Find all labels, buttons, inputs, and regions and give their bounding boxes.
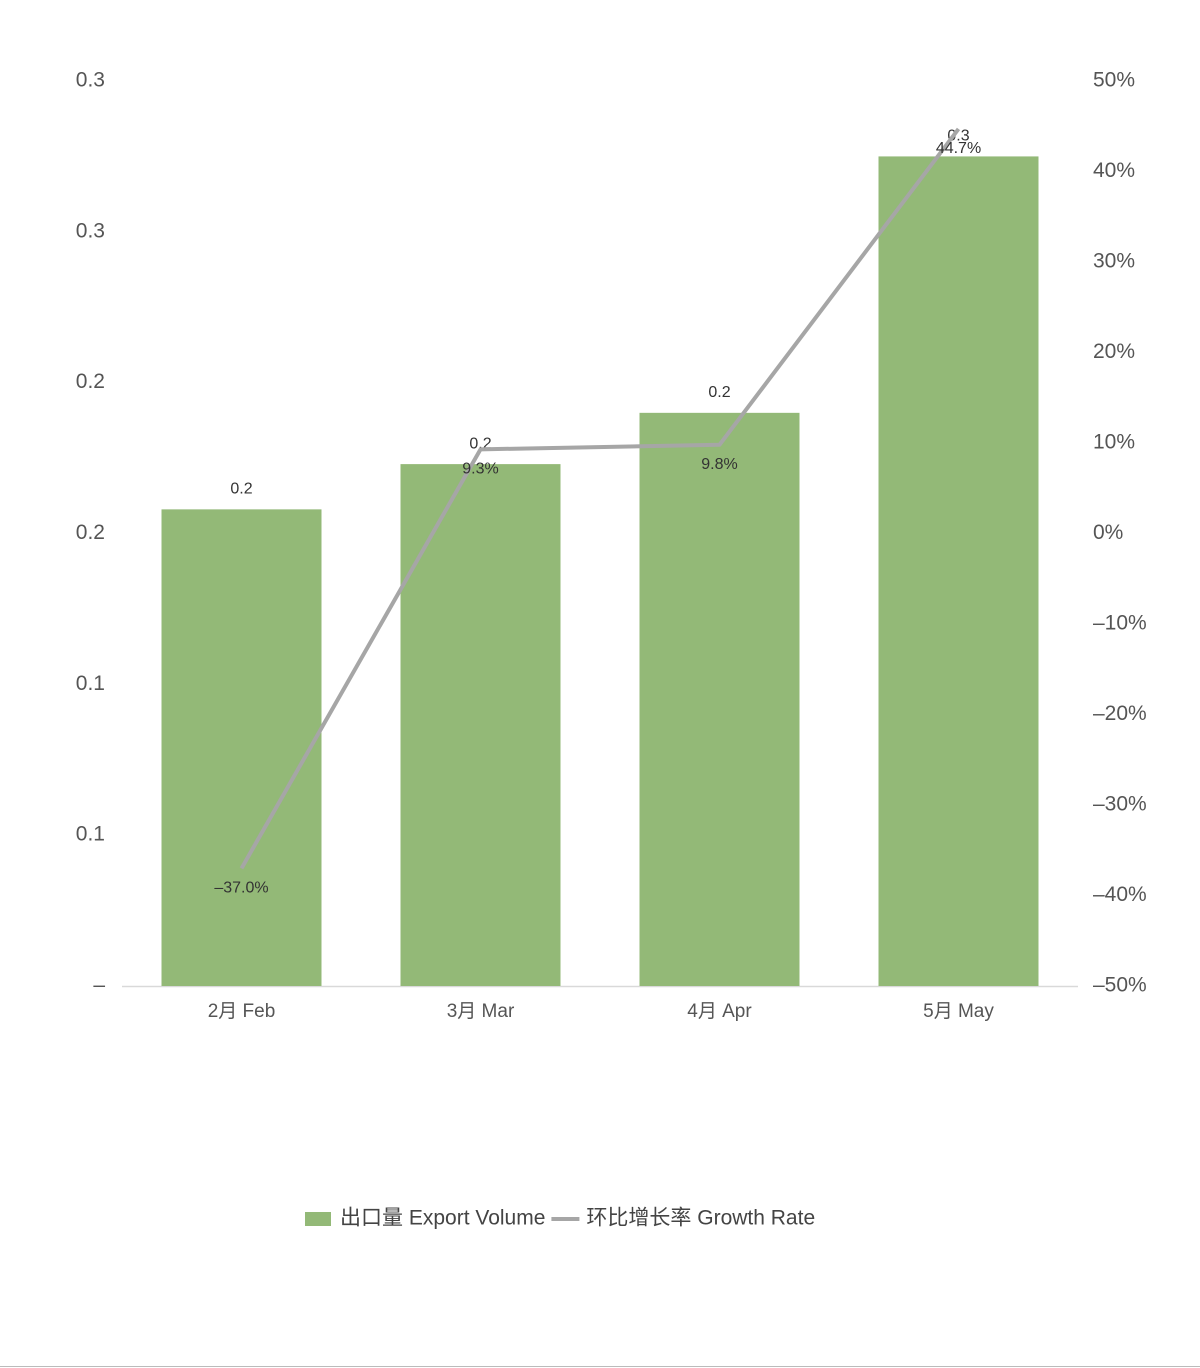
- x-tick-label: 5月 May: [923, 1001, 994, 1022]
- y-tick-label: 0.3: [76, 219, 105, 242]
- legend-swatch: [305, 1212, 331, 1226]
- x-tick-label: 4月 Apr: [687, 1001, 752, 1022]
- y2-tick-label: 20%: [1093, 340, 1135, 363]
- y-tick-label: 0.2: [76, 521, 105, 544]
- legend-label: 出口量 Export Volume: [340, 1207, 545, 1230]
- line-value-label: 9.3%: [462, 461, 498, 478]
- y2-tick-label: 10%: [1093, 431, 1135, 454]
- bar-value-label: 0.2: [230, 481, 252, 498]
- y-tick-label: 0.3: [76, 69, 105, 92]
- y-tick-label: 0.1: [76, 672, 105, 695]
- y2-tick-label: 40%: [1093, 159, 1135, 182]
- y2-tick-label: –40%: [1093, 883, 1147, 906]
- y2-tick-label: –10%: [1093, 612, 1147, 635]
- bar: [878, 156, 1039, 986]
- y2-tick-label: 0%: [1093, 521, 1123, 544]
- y-tick-label: 0.1: [76, 823, 105, 846]
- x-tick-label: 2月 Feb: [208, 1001, 276, 1022]
- y-tick-label: 0.2: [76, 370, 105, 393]
- bar-value-label: 0.3: [947, 128, 969, 145]
- line-value-label: 44.7%: [936, 140, 981, 157]
- bar: [161, 509, 322, 986]
- x-tick-label: 3月 Mar: [447, 1001, 515, 1022]
- bar: [400, 464, 561, 986]
- y2-tick-label: 50%: [1093, 69, 1135, 92]
- legend-label: 环比增长率 Growth Rate: [586, 1207, 815, 1230]
- line-value-label: –37.0%: [214, 880, 268, 897]
- line-value-label: 9.8%: [701, 456, 737, 473]
- y2-tick-label: 30%: [1093, 250, 1135, 273]
- y2-tick-label: –50%: [1093, 974, 1147, 997]
- growth-line: [239, 127, 961, 870]
- y-tick-label: –: [93, 974, 105, 997]
- y2-tick-label: –30%: [1093, 793, 1147, 816]
- bar-value-label: 0.2: [708, 384, 730, 401]
- y2-tick-label: –20%: [1093, 702, 1147, 725]
- bar: [639, 412, 800, 986]
